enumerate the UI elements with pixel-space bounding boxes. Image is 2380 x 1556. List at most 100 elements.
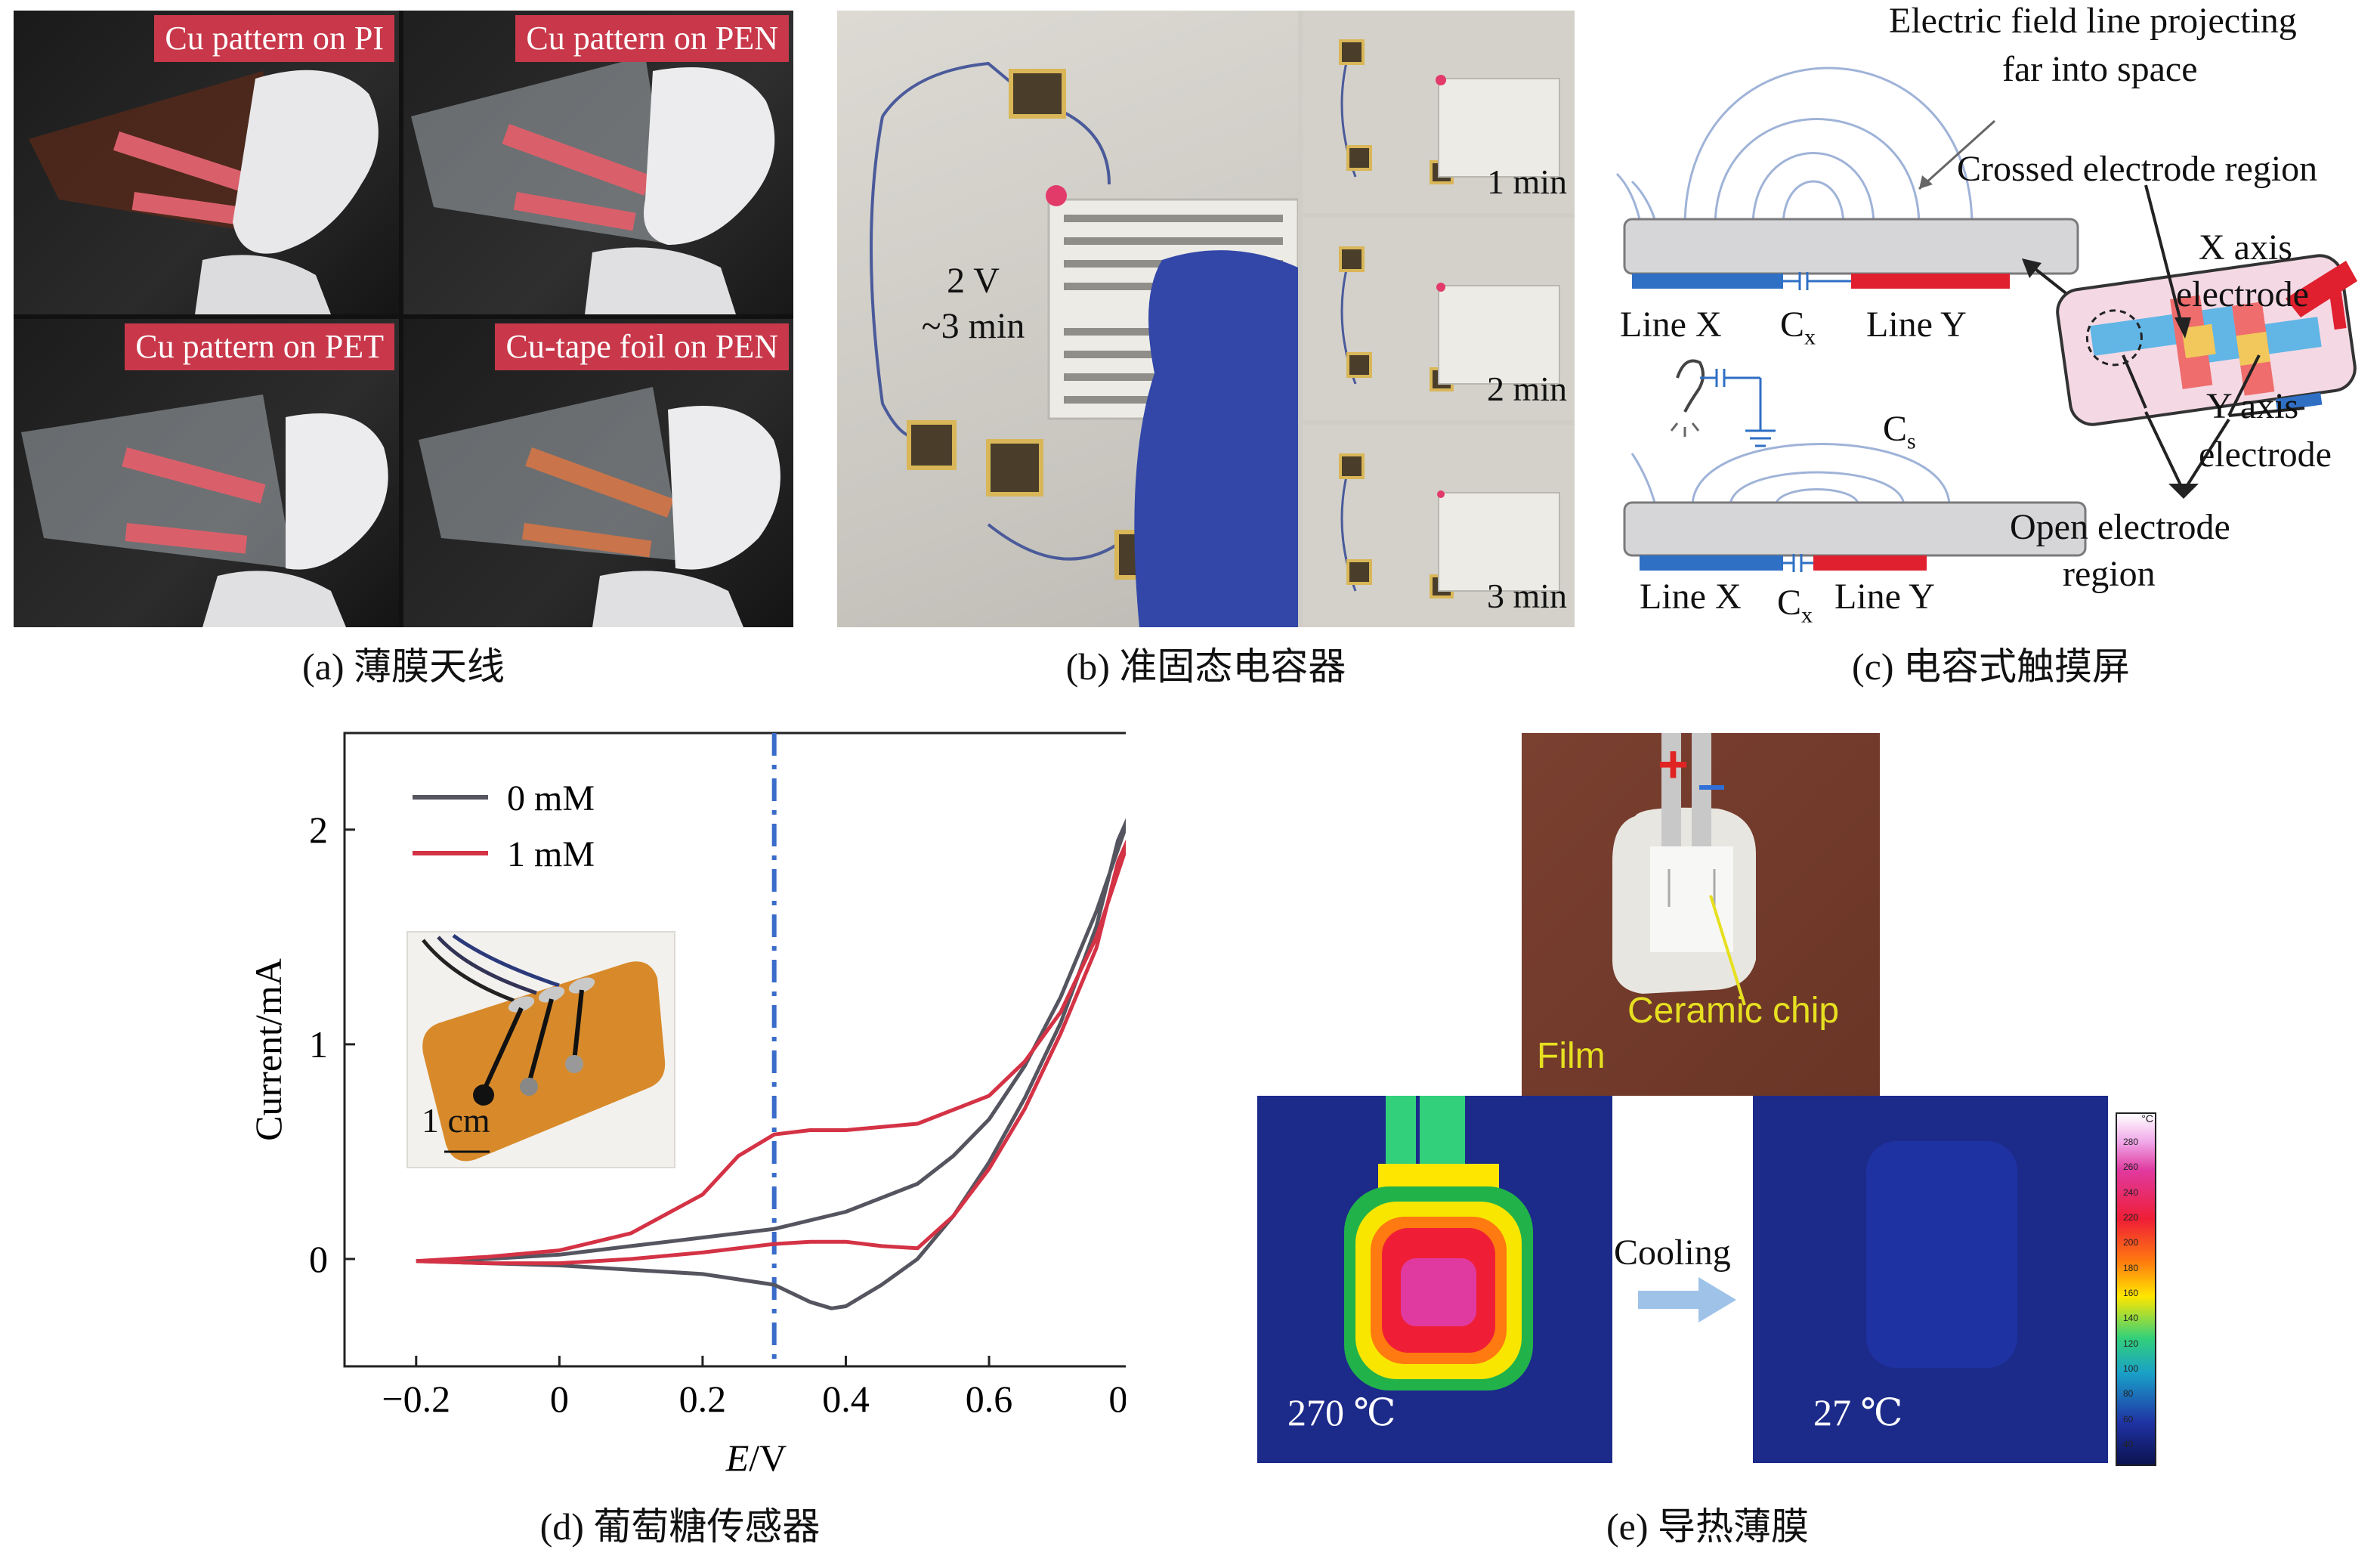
annotation-open-2: region [2063,554,2156,594]
cx-main: C [1780,305,1805,345]
photo-pi: Cu pattern on PI [14,11,399,314]
thermal-hot: 270 ℃ [1257,1096,1612,1463]
sensor-inset-photo: 1 cm [406,931,675,1168]
touchscreen-diagram [1615,67,2357,572]
x-axis-label-italic: E [725,1437,750,1479]
colorbar-unit: °C [2141,1112,2153,1124]
ceramic-chip-label: Ceramic chip [1627,991,1840,1031]
annotation-field-line2: far into space [2002,49,2198,89]
colorbar-tick-label: 260 [2123,1162,2139,1173]
ceramic-chip-illustration [1612,733,1756,1006]
colorbar-tick-label: 60 [2123,1413,2134,1425]
x-tick-label: 0.8 [1108,1378,1126,1420]
label-cu-tape: Cu-tape foil on PEN [495,323,789,370]
plot-frame [343,732,1126,1368]
cx-sub: x [1804,324,1816,350]
thermal-cold: 27 ℃ [1753,1096,2108,1463]
colorbar-tick-label: 80 [2123,1388,2134,1400]
panel-e-photo: + Ceramic chip Film [1522,733,1880,1096]
annotation-open-1: Open electrode [2010,507,2230,547]
annotation-x-axis-1: X axis [2199,227,2292,268]
annotation-y-axis-1: Y axis [2206,386,2299,426]
time-label-3: 3 min [1486,577,1567,615]
cs-main: C [1883,409,1908,449]
photo-pen: Cu pattern on PEN [403,11,793,314]
temp-hot-label: 270 ℃ [1287,1391,1396,1434]
y-tick-label: 1 [309,1023,328,1066]
colorbar-tick-label: 100 [2123,1363,2139,1374]
x-tick-label: 0.4 [822,1378,870,1420]
cs-label: Cs [1883,408,1916,455]
sensor-illustration [422,933,666,1162]
y-axis-label: Current/mA [247,958,289,1141]
thermal-hot-image [1344,1096,1533,1391]
voltage-label: 2 V [947,261,1000,301]
circuit-illustration [870,61,1300,627]
series-line-0-mM [416,818,1126,1310]
label-pet: Cu pattern on PET [125,323,394,370]
y-tick-label: 0 [309,1238,328,1280]
colorbar-tick-label: 220 [2123,1212,2139,1223]
series-line-1-mM [416,840,1126,1266]
x-axis-label-unit: /V [749,1437,787,1479]
x-axis-label: E/V [725,1437,787,1479]
annotation-y-axis-2: electrode [2199,435,2332,475]
colorbar-tick-label: 160 [2123,1288,2139,1298]
caption-c: (c) 电容式触摸屏 [1852,645,2130,688]
photo-cu-tape: Cu-tape foil on PEN [403,319,793,627]
colorbar-tick-label: 280 [2123,1137,2139,1147]
x-tick-label: −0.2 [382,1378,450,1420]
colorbar: °C 280 260 240 220 200 180 160 140 120 100 80 60 40 [2116,1112,2156,1466]
photo-pet: Cu pattern on PET [14,319,399,627]
colorbar-tick-list: 280 260 240 220 200 180 160 140 120 100 80 60 40 [2117,1137,2155,1454]
film-illustration [419,387,780,627]
snapshot-2min: 2 min [1303,218,1575,420]
label-pi: Cu pattern on PI [154,15,394,62]
film-illustration [21,394,388,627]
label-pen: Cu pattern on PEN [515,15,789,62]
snapshot-illustration [1339,246,1560,391]
line-x-lower: Line X [1640,577,1742,617]
colorbar-tick-label: 120 [2123,1338,2139,1349]
colorbar-tick-label: 40 [2123,1439,2134,1449]
panel-a: Cu pattern on PI Cu pattern on PEN Cu pa… [14,11,793,627]
film-illustration [29,70,379,314]
colorbar-tick-label: 180 [2123,1262,2139,1273]
cooling-label: Cooling [1614,1233,1731,1273]
duration-label: ~3 min [921,306,1025,346]
line-y-upper: Line Y [1866,305,1967,345]
caption-b: (b) 准固态电容器 [1065,645,1346,688]
x-tick-label: 0.2 [679,1378,727,1420]
legend-label: 1 mM [507,834,595,874]
cx-lower: Cx [1777,582,1813,629]
colorbar-tick-label: 240 [2123,1186,2139,1198]
caption-a: (a) 薄膜天线 [302,645,505,688]
cx-sub: x [1801,602,1813,628]
snapshot-3min: 3 min [1303,425,1575,627]
line-y-lower: Line Y [1834,577,1935,617]
annotation-field-line1: Electric field line projecting [1889,1,2297,41]
panel-b: 2 V ~3 min 1 min 2 min [837,11,1575,627]
colorbar-tick-label: 200 [2123,1237,2139,1248]
cx-upper: Cx [1780,304,1816,351]
glucose-chart: −0.2 0 0.2 0.4 0.6 0.8 0 1 2 0 mM 1 mM E/V Current/m… [247,732,1126,1479]
cs-sub: s [1907,428,1916,454]
photo-capacitor-main: 2 V ~3 min [837,11,1300,627]
snapshot-illustration [1339,453,1560,599]
y-tick-label: 2 [309,809,328,851]
snapshot-illustration [1339,39,1560,184]
x-tick-label: 0.6 [966,1378,1013,1420]
annotation-crossed: Crossed electrode region [1957,149,2318,189]
snapshot-1min: 1 min [1303,11,1575,213]
scale-bar-label: 1 cm [422,1101,490,1140]
line-x-upper: Line X [1620,305,1722,345]
plus-sign: + [1658,735,1689,793]
x-tick-label: 0 [550,1378,569,1420]
caption-e: (e) 导热薄膜 [1606,1505,1809,1548]
thermal-cold-image [1866,1141,2017,1368]
legend-label: 0 mM [507,778,595,818]
cx-main: C [1777,583,1802,623]
time-label-1: 1 min [1486,162,1567,201]
caption-d: (d) 葡萄糖传感器 [539,1505,821,1548]
panel-c: Electric field line projecting far into … [1602,0,2380,635]
